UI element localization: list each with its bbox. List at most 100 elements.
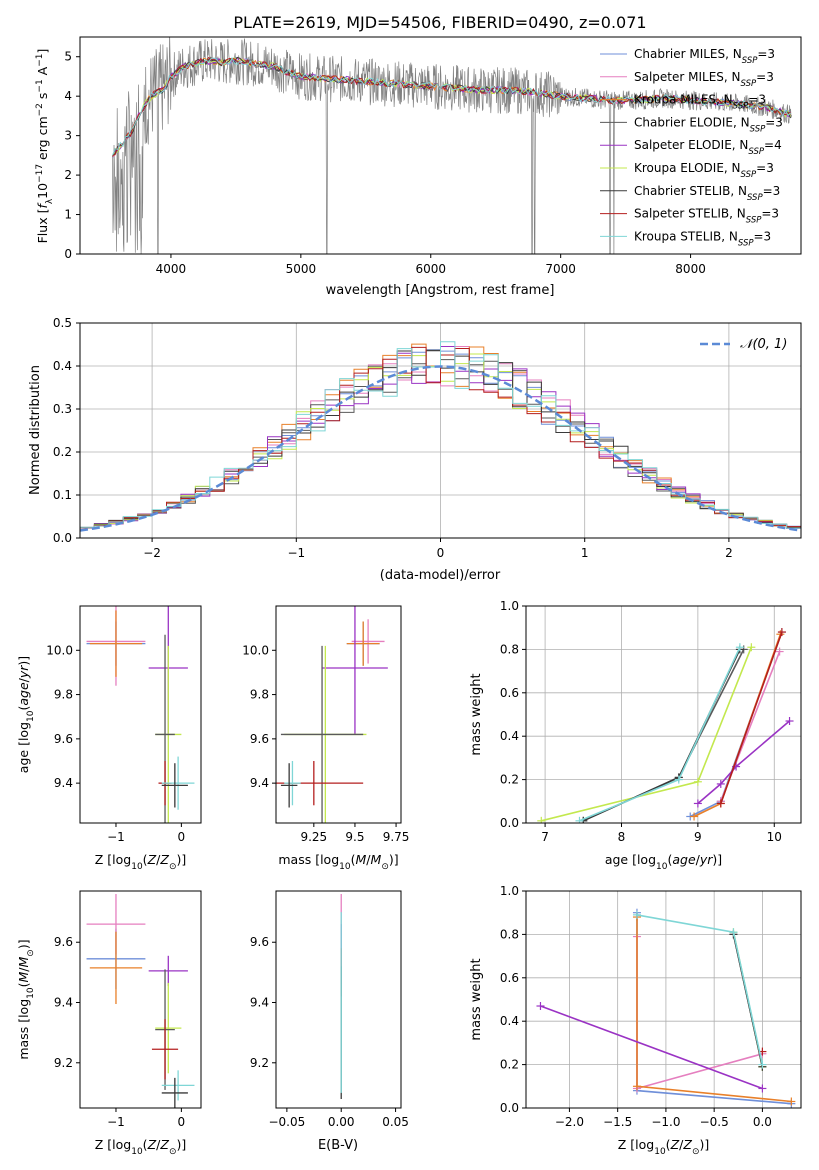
mass-vs-ebv-panel: −0.05 0.00 0.05 9.2 9.4 9.6 E(B-V) bbox=[250, 890, 409, 1153]
legend-label: Kroupa STELIB, NSSP=3 bbox=[634, 229, 771, 248]
legend-label: Salpeter MILES, NSSP=3 bbox=[634, 70, 774, 89]
y-tick-label: 0.2 bbox=[500, 1058, 519, 1072]
y-tick-label: 3 bbox=[64, 129, 72, 143]
axes-frame bbox=[79, 890, 202, 1109]
figure-title: PLATE=2619, MJD=54506, FIBERID=0490, z=0… bbox=[233, 13, 646, 32]
x-tick-label: 2 bbox=[725, 546, 733, 560]
x-tick-label: 6000 bbox=[415, 262, 446, 276]
spectrum-data-line bbox=[112, 37, 792, 254]
legend-label: Salpeter ELODIE, NSSP=4 bbox=[634, 138, 782, 157]
y-tick-label: 0.8 bbox=[500, 642, 519, 656]
spectrum-legend: Chabrier MILES, NSSP=3 Salpeter MILES, NS… bbox=[600, 47, 783, 248]
y-tick-label: 10.0 bbox=[46, 643, 73, 657]
y-tick-label: 0.0 bbox=[53, 531, 72, 545]
x-tick-label: 10 bbox=[767, 830, 782, 844]
x-tick-label: −1 bbox=[107, 1115, 125, 1129]
mass_vs_Z-xlabel: Z [log10(Z/Z⊙)] bbox=[95, 1137, 187, 1157]
legend-label: 𝒩(0, 1) bbox=[740, 337, 787, 352]
mass-vs-ebv-xlabel: E(B-V) bbox=[318, 1138, 358, 1153]
spectrum-model-line bbox=[112, 56, 791, 156]
axes-frame bbox=[525, 605, 802, 824]
y-tick-label: 0.0 bbox=[500, 816, 519, 830]
y-tick-label: 9.6 bbox=[54, 732, 73, 746]
axes-frame bbox=[525, 890, 802, 1109]
x-tick-label: −1 bbox=[107, 830, 125, 844]
residuals-panel: −2 −1 0 1 2 0.0 0.1 0.2 0.3 0.4 0.5 (data-model)/er… bbox=[28, 316, 802, 583]
y-tick-label: 9.2 bbox=[54, 1056, 73, 1070]
x-tick-label: 0.00 bbox=[328, 1115, 355, 1129]
legend-label: Chabrier STELIB, NSSP=3 bbox=[634, 184, 780, 203]
axes-frame bbox=[79, 605, 202, 824]
x-tick-label: −1 bbox=[287, 546, 305, 560]
weight-vs-Z-panel: −2.0 −1.5 −1.0 −0.5 0.0 0.0 0.2 0.4 0.6 0.8 1.0 Z [… bbox=[469, 884, 802, 1157]
weight_vs_age-xlabel: age [log10(age/yr)] bbox=[605, 852, 722, 872]
legend-label: Chabrier ELODIE, NSSP=3 bbox=[634, 115, 783, 134]
x-tick-label: 0 bbox=[437, 546, 445, 560]
series-line bbox=[697, 720, 791, 805]
x-tick-label: 7000 bbox=[545, 262, 576, 276]
weight_vs_Z-ylabel: mass weight bbox=[469, 958, 484, 1040]
x-tick-label: 1 bbox=[581, 546, 589, 560]
axes-frame bbox=[275, 890, 402, 1109]
x-tick-label: 0.0 bbox=[753, 1115, 772, 1129]
x-tick-label: 9.5 bbox=[345, 830, 364, 844]
series-line bbox=[720, 631, 783, 804]
x-tick-label: 9 bbox=[694, 830, 702, 844]
x-tick-label: 0.05 bbox=[382, 1115, 409, 1129]
x-tick-label: −1.5 bbox=[603, 1115, 632, 1129]
x-tick-label: −0.5 bbox=[700, 1115, 729, 1129]
y-tick-label: 0.8 bbox=[500, 927, 519, 941]
y-tick-label: 9.2 bbox=[250, 1056, 269, 1070]
x-tick-label: −1.0 bbox=[651, 1115, 680, 1129]
spectrum-panel: 4000 5000 6000 7000 8000 0 1 2 3 4 5 wavelength [An… bbox=[35, 36, 802, 298]
y-tick-label: 5 bbox=[64, 50, 72, 64]
axes-frame bbox=[275, 605, 402, 824]
age_vs_mass-xlabel: mass [log10(M/M⊙)] bbox=[278, 852, 398, 872]
series-lines bbox=[536, 908, 796, 1108]
legend-label: Chabrier MILES, NSSP=3 bbox=[634, 47, 775, 66]
spectrum-ticks: 4000 5000 6000 7000 8000 0 1 2 3 4 5 wavelength [An… bbox=[35, 49, 706, 298]
y-tick-label: 9.6 bbox=[250, 935, 269, 949]
age-vs-mass-panel: 9.25 9.5 9.75 9.4 9.6 9.8 10.0 mass [log10(M/M⊙… bbox=[242, 605, 410, 872]
y-tick-label: 1.0 bbox=[500, 599, 519, 613]
y-tick-label: 2 bbox=[64, 168, 72, 182]
x-tick-label: −2 bbox=[143, 546, 161, 560]
legend-label: Kroupa ELODIE, NSSP=3 bbox=[634, 161, 774, 180]
y-tick-label: 0.1 bbox=[53, 488, 72, 502]
y-tick-label: 9.8 bbox=[54, 688, 73, 702]
y-tick-label: 0.4 bbox=[500, 1014, 519, 1028]
spectrum-plot-area bbox=[112, 37, 792, 254]
x-tick-label: 9.25 bbox=[300, 830, 327, 844]
residuals-legend: 𝒩(0, 1) bbox=[700, 337, 787, 352]
x-tick-label: 4000 bbox=[156, 262, 187, 276]
normal-curve bbox=[79, 365, 802, 532]
legend-label: Kroupa MILES, NSSP=3 bbox=[634, 93, 766, 112]
spectrum-model-line bbox=[112, 56, 791, 156]
y-tick-label: 4 bbox=[64, 89, 72, 103]
y-tick-label: 9.6 bbox=[250, 732, 269, 746]
error-bars bbox=[276, 606, 388, 823]
spectrum-xlabel: wavelength [Angstrom, rest frame] bbox=[326, 283, 555, 298]
age-vs-Z-panel: −1 0 9.4 9.6 9.8 10.0 Z [log10(Z/Z⊙)] age [log1… bbox=[16, 605, 202, 872]
x-tick-label: 8000 bbox=[675, 262, 706, 276]
x-tick-label: 8 bbox=[618, 830, 626, 844]
residuals-ticks: −2 −1 0 1 2 0.0 0.1 0.2 0.3 0.4 0.5 (data-model)/er… bbox=[28, 316, 733, 583]
series-lines bbox=[537, 628, 794, 823]
y-tick-label: 0.5 bbox=[53, 316, 72, 330]
x-tick-label: 0 bbox=[178, 830, 186, 844]
age_vs_Z-ylabel: age [log10(age/yr)] bbox=[16, 656, 36, 773]
y-tick-label: 0.4 bbox=[53, 359, 72, 373]
y-tick-label: 9.4 bbox=[250, 776, 269, 790]
mass-vs-Z-panel: −1 0 9.2 9.4 9.6 Z [log10(Z/Z⊙)] mass [log10(M… bbox=[16, 890, 202, 1157]
residuals-ylabel: Normed distribution bbox=[28, 365, 43, 495]
x-tick-label: 9.75 bbox=[383, 830, 410, 844]
x-tick-label: −0.05 bbox=[268, 1115, 305, 1129]
y-tick-label: 1 bbox=[64, 208, 72, 222]
residuals-plot-area bbox=[79, 341, 802, 532]
error-bars bbox=[86, 894, 195, 1108]
x-tick-label: 5000 bbox=[286, 262, 317, 276]
age_vs_Z-xlabel: Z [log10(Z/Z⊙)] bbox=[95, 852, 187, 872]
residuals-xlabel: (data-model)/error bbox=[380, 568, 501, 583]
y-tick-label: 9.6 bbox=[54, 935, 73, 949]
mass_vs_Z-ylabel: mass [log10(M/M⊙)] bbox=[16, 939, 36, 1059]
